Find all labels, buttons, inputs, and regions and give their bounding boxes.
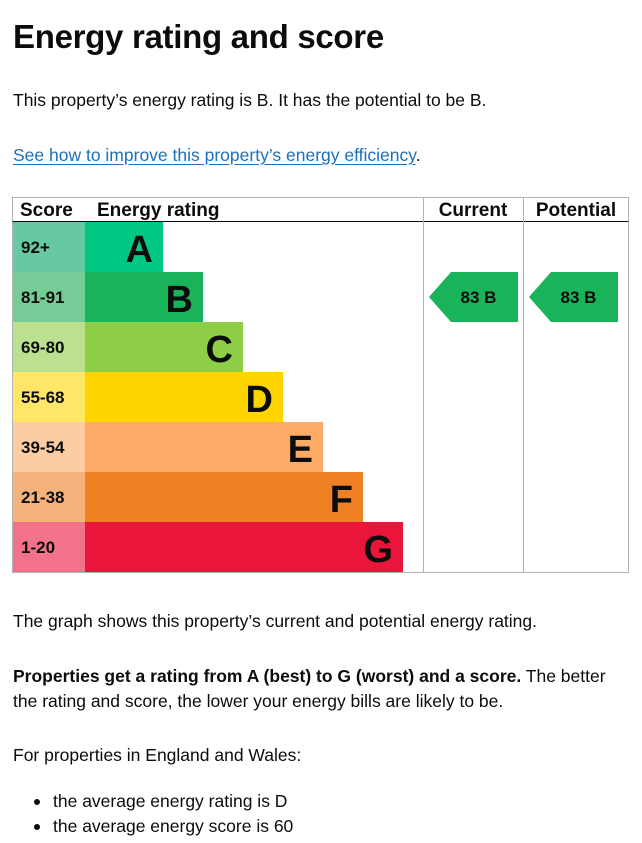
rating-bar-e (85, 422, 323, 472)
score-cell-b (13, 272, 85, 322)
improve-efficiency-link[interactable]: See how to improve this property’s energ… (13, 145, 416, 165)
score-range-label: 21-38 (21, 488, 64, 507)
score-range-label: 92+ (21, 238, 50, 257)
energy-rating-chart: Score Energy rating Current Potential 92+ A 81… (12, 197, 629, 573)
list-item: the average energy score is 60 (13, 814, 293, 839)
england-wales-intro: For properties in England and Wales: (13, 745, 302, 765)
rating-letter-d: D (246, 379, 273, 421)
current-rating-label: 83 B (461, 288, 497, 307)
rating-bar-d (85, 372, 283, 422)
rating-letter-a: A (126, 229, 153, 271)
rating-bar-f (85, 472, 363, 522)
score-range-label: 55-68 (21, 388, 64, 407)
chart-border (12, 197, 629, 573)
rating-bar-c (85, 322, 243, 372)
score-cell-d (13, 372, 85, 422)
score-cell-f (13, 472, 85, 522)
score-cell-g (13, 522, 85, 572)
rating-explanation: Properties get a rating from A (best) to… (13, 664, 628, 714)
potential-rating-label: 83 B (561, 288, 597, 307)
page-title: Energy rating and score (13, 18, 384, 55)
rating-letter-f: F (330, 479, 353, 521)
rating-letter-g: G (363, 529, 393, 571)
rating-bar-g (85, 522, 403, 572)
averages-list: the average energy rating is D the avera… (13, 789, 293, 839)
score-cell-c (13, 322, 85, 372)
rating-letter-e: E (288, 429, 313, 471)
score-range-label: 69-80 (21, 338, 64, 357)
score-header: Score (20, 200, 73, 221)
rating-bar-b (85, 272, 203, 322)
energy-rating-header: Energy rating (97, 200, 219, 221)
rating-explanation-rest: The better the rating and score, the low… (13, 666, 606, 711)
potential-header: Potential (536, 200, 616, 221)
improve-link-paragraph: See how to improve this property’s energ… (13, 143, 421, 168)
score-cell-a (13, 222, 85, 272)
score-cell-e (13, 422, 85, 472)
current-header: Current (439, 200, 508, 221)
rating-summary: This property’s energy rating is B. It h… (13, 90, 487, 110)
rating-explanation-bold: Properties get a rating from A (best) to… (13, 666, 522, 686)
potential-arrow (529, 272, 618, 322)
score-range-label: 39-54 (21, 438, 65, 457)
graph-caption: The graph shows this property’s current … (13, 611, 538, 631)
rating-letter-c: C (206, 329, 233, 371)
rating-letter-b: B (166, 279, 193, 321)
link-suffix: . (415, 145, 421, 165)
current-arrow (429, 272, 518, 322)
list-item: the average energy rating is D (13, 789, 293, 814)
score-range-label: 1-20 (21, 538, 55, 557)
rating-bar-a (85, 222, 163, 272)
score-range-label: 81-91 (21, 288, 64, 307)
